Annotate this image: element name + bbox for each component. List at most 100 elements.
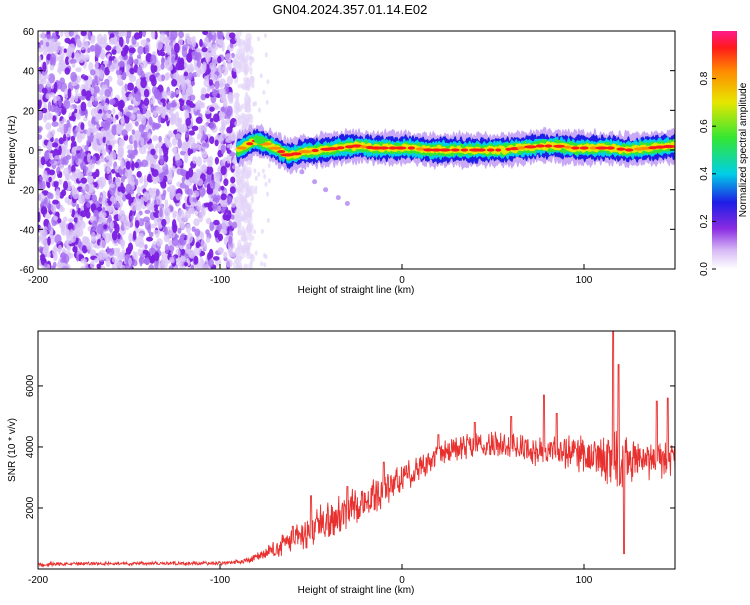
spectrogram-noise-cell: [116, 124, 120, 134]
spectrogram-noise-cell: [143, 174, 147, 184]
spectrogram-noise-cell: [207, 160, 213, 168]
spectrogram-noise-cell: [105, 134, 113, 140]
spectrogram-noise-cell: [76, 253, 80, 262]
spectrogram-noise-cell: [259, 73, 263, 79]
spectrogram-noise-cell: [221, 219, 228, 231]
spectrogram-noise-cell: [175, 193, 183, 201]
spectrogram-noise-cell: [203, 75, 209, 81]
spectrogram-noise-cell: [229, 123, 234, 129]
spectrogram-noise-cell: [103, 33, 107, 44]
spectrogram-noise-cell: [226, 144, 233, 149]
spectrogram-noise-cell: [46, 34, 52, 40]
spectrogram-noise-cell: [129, 153, 136, 160]
spectrogram-noise-cell: [193, 255, 199, 265]
spectrogram-noise-cell: [261, 168, 265, 174]
spectrogram-noise-cell: [100, 41, 107, 49]
spectrogram-noise-cell: [64, 67, 71, 75]
spectrogram-y-tick-label: 0: [28, 146, 34, 157]
spectrogram-noise-cell: [125, 183, 132, 194]
spectrogram-noise-cell: [80, 177, 88, 184]
spectrogram-noise-cell: [93, 209, 99, 217]
spectrogram-noise-cell: [111, 49, 117, 55]
spectrogram-noise-cell: [174, 42, 180, 54]
spectrogram-noise-cell: [116, 253, 124, 261]
spectrogram-ridge-peak: [423, 148, 434, 152]
spectrogram-noise-cell: [132, 107, 139, 113]
spectrogram-noise-cell: [249, 61, 252, 67]
spectrogram-noise-cell: [171, 237, 179, 247]
spectrogram-noise-cell: [266, 191, 269, 197]
spectrogram-noise-cell: [38, 47, 44, 53]
spectrogram-noise-cell: [213, 105, 221, 110]
spectrogram-trace-cell: [344, 201, 350, 206]
spectrogram-noise-cell: [221, 158, 226, 168]
spectrogram-noise-cell: [187, 147, 192, 156]
spectrogram-noise-cell: [54, 42, 60, 54]
spectrogram-noise-cell: [189, 149, 194, 154]
spectrogram-noise-cell: [156, 39, 163, 51]
spectrogram-ridge-peak: [553, 144, 566, 148]
spectrogram-noise-cell: [245, 185, 249, 191]
spectrogram-noise-cell: [172, 224, 178, 233]
spectrogram-noise-cell: [109, 221, 114, 230]
spectrogram-noise-cell: [43, 263, 48, 268]
spectrogram-ridge-peak: [595, 146, 609, 150]
spectrogram-noise-cell: [238, 244, 244, 252]
spectrogram-noise-cell: [181, 80, 187, 92]
spectrogram-noise-cell: [92, 220, 98, 231]
spectrogram-noise-cell: [159, 173, 164, 183]
spectrogram-noise-cell: [98, 108, 103, 114]
spectrogram-noise-cell: [38, 110, 44, 121]
spectrogram-noise-cell: [191, 125, 199, 131]
spectrogram-x-tick-label: -100: [210, 275, 230, 286]
spectrogram-noise-cell: [254, 189, 258, 195]
spectrogram-noise-cell: [245, 193, 249, 199]
spectrogram-noise-cell: [121, 129, 128, 137]
spectrogram-noise-cell: [182, 44, 188, 51]
spectrogram-noise-cell: [137, 186, 141, 197]
spectrogram-noise-cell: [205, 93, 210, 99]
spectrogram-noise-cell: [214, 156, 219, 165]
spectrogram-noise-cell: [44, 197, 48, 205]
spectrogram-noise-cell: [47, 141, 53, 152]
spectrogram-noise-cell: [237, 37, 242, 44]
spectrogram-noise-cell: [178, 256, 186, 262]
spectrogram-noise-cell: [105, 202, 109, 211]
spectrogram-noise-cell: [104, 232, 111, 244]
spectrogram-noise-cell: [180, 222, 185, 230]
spectrogram-noise-cell: [189, 194, 193, 204]
spectrogram-noise-cell: [59, 191, 65, 199]
spectrogram-noise-cell: [199, 256, 204, 267]
spectrogram-noise-cell: [207, 252, 211, 262]
spectrogram-noise-cell: [190, 201, 196, 208]
spectrogram-noise-cell: [170, 92, 177, 98]
spectrogram-noise-cell: [231, 164, 239, 170]
spectrogram-noise-cell: [148, 247, 156, 255]
spectrogram-noise-cell: [70, 71, 77, 82]
spectrogram-noise-cell: [108, 174, 113, 186]
spectrogram-noise-cell: [43, 74, 50, 80]
spectrogram-noise-cell: [156, 123, 162, 128]
spectrogram-noise-cell: [199, 38, 203, 47]
spectrogram-ridge-peak: [415, 147, 426, 151]
spectrogram-noise-cell: [49, 152, 53, 159]
colorbar-ticks: 0.0 0.2 0.4 0.6 0.8: [699, 71, 716, 276]
spectrogram-noise-cell: [83, 54, 91, 60]
spectrogram-noise-cell: [226, 75, 233, 86]
spectrogram-noise-cell: [126, 220, 131, 227]
spectrogram-noise-cell: [94, 60, 99, 71]
spectrogram-noise-cell: [165, 36, 169, 46]
spectrogram-noise-cell: [147, 143, 155, 151]
spectrogram-noise-cell: [169, 256, 175, 263]
spectrogram-noise-cell: [204, 263, 210, 269]
spectrogram-noise-cell: [146, 203, 153, 210]
spectrogram-noise-cell: [143, 97, 150, 106]
spectrogram-noise-cell: [140, 253, 145, 260]
spectrogram-noise-cell: [128, 257, 133, 266]
spectrogram-noise-cell: [103, 102, 109, 111]
spectrogram-noise-cell: [194, 228, 201, 237]
spectrogram-noise-cell: [191, 51, 199, 61]
spectrogram-ridge-peak: [298, 150, 313, 154]
spectrogram-noise-cell: [161, 56, 165, 66]
spectrogram-noise-cell: [196, 47, 200, 53]
